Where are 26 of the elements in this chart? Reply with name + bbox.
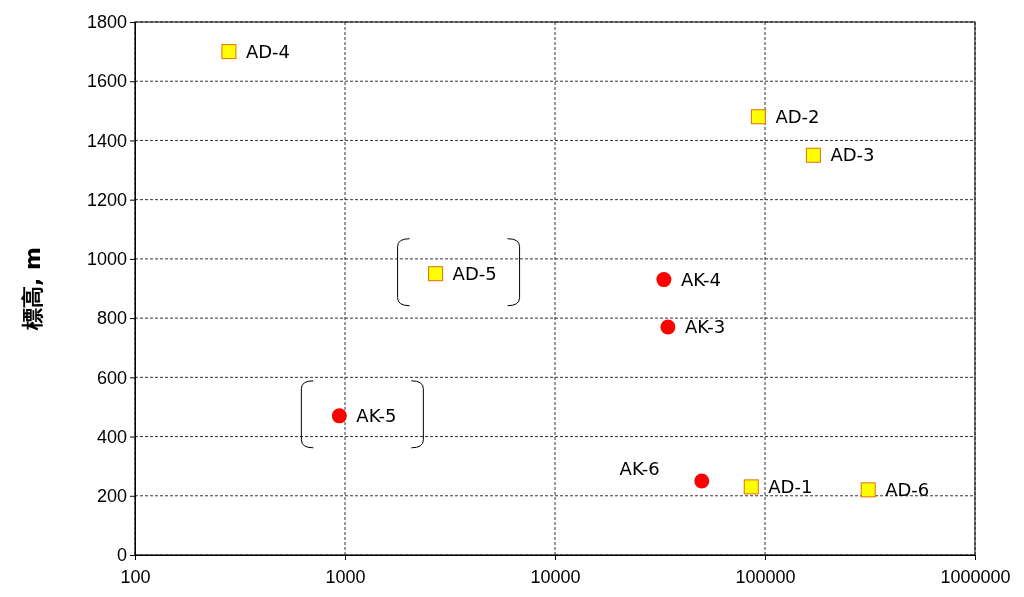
y-tick-label: 0 <box>116 545 127 566</box>
x-tick-label: 1000000 <box>940 566 1011 587</box>
annotation: AK-4 <box>680 268 722 290</box>
x-tick-label: 10000 <box>530 566 581 587</box>
annotation: AD-4 <box>245 40 291 62</box>
annotation: AK-3 <box>684 315 726 337</box>
y-tick-label: 800 <box>96 308 127 329</box>
x-tick-label: 100000 <box>735 566 796 587</box>
x-tick-label: 100 <box>120 566 151 587</box>
x-tick-label: 1000 <box>325 566 366 587</box>
y-tick-label: 200 <box>96 486 127 507</box>
annotation: AD-1 <box>768 475 813 497</box>
annotation: AD-3 <box>830 144 875 166</box>
y-tick-label: 1200 <box>86 189 127 210</box>
y-tick-label: 600 <box>96 367 127 388</box>
y-tick-label: 400 <box>96 426 127 447</box>
annotation: AK-6 <box>619 457 660 479</box>
y-tick-label: 1800 <box>86 12 127 33</box>
annotation: AD-2 <box>775 105 820 127</box>
y-tick-label: 1400 <box>86 130 127 151</box>
annotation: AK-5 <box>356 404 397 426</box>
y-tick-label: 1000 <box>86 249 127 270</box>
y-axis-title: 標高, m <box>20 247 45 331</box>
annotation: AD-6 <box>885 478 930 500</box>
y-tick-label: 1600 <box>86 71 127 92</box>
annotation: AD-5 <box>452 262 497 284</box>
